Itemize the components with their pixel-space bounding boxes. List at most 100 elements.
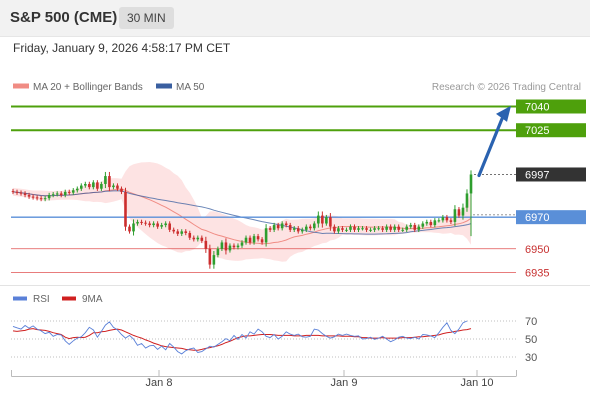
rsi-level-label: 70 xyxy=(525,316,537,328)
candle-body xyxy=(232,245,236,248)
candle-body xyxy=(104,176,107,184)
candle-body xyxy=(23,193,27,196)
candle-body xyxy=(437,220,441,222)
candle-body xyxy=(385,226,388,230)
candle-body xyxy=(397,226,400,230)
forecast-arrow xyxy=(477,105,511,178)
candle-body xyxy=(120,188,123,192)
candle-body xyxy=(413,225,417,230)
target-label: 7025 xyxy=(525,125,549,137)
last-price-label-box xyxy=(516,167,586,182)
candle-body xyxy=(453,209,457,222)
candle-body xyxy=(441,217,445,221)
candle-body xyxy=(469,174,473,194)
candle-body xyxy=(465,193,469,208)
candle-body xyxy=(212,255,216,265)
candle-body xyxy=(272,225,276,230)
timestamp-label: Friday, January 9, 2026 4:58:17 PM CET xyxy=(13,41,231,55)
candle-body xyxy=(51,194,55,196)
candle-body xyxy=(39,198,43,200)
forecast-arrow-head xyxy=(496,105,511,122)
candle-body xyxy=(148,223,151,226)
candle-body xyxy=(200,237,204,241)
candle-body xyxy=(63,191,67,196)
support-label: 6935 xyxy=(525,268,549,280)
candlesticks xyxy=(11,170,473,269)
candle-body xyxy=(136,221,139,224)
timeframe-button[interactable]: 30 MIN xyxy=(119,7,174,29)
candle-body xyxy=(128,226,131,232)
candle-body xyxy=(457,209,461,216)
candle-body xyxy=(288,225,292,230)
candle-body xyxy=(224,242,228,251)
rsi-ma-legend-swatch xyxy=(62,296,76,301)
candle-body xyxy=(164,223,167,226)
candle-body xyxy=(116,185,119,189)
candle-body xyxy=(140,221,143,223)
candle-body xyxy=(27,195,31,197)
candle-body xyxy=(313,223,316,229)
time-axis-label: Jan 9 xyxy=(331,377,358,389)
candle-body xyxy=(329,217,332,227)
candle-body xyxy=(180,231,184,234)
pivot-label-box xyxy=(516,210,586,225)
candle-body xyxy=(19,192,23,194)
candle-body xyxy=(168,223,171,230)
candle-body xyxy=(71,190,75,193)
candle-body xyxy=(124,191,127,227)
candle-body xyxy=(429,221,433,226)
target-label-box xyxy=(516,123,586,138)
candle-body xyxy=(292,228,296,230)
candle-body xyxy=(308,226,312,229)
rsi-legend-label: RSI xyxy=(33,294,50,305)
rsi-ma-legend-label: 9MA xyxy=(82,294,103,305)
candle-body xyxy=(357,228,360,230)
ma50-legend-swatch xyxy=(156,83,172,89)
candle-body xyxy=(47,195,51,199)
candle-body xyxy=(264,228,268,243)
ma20-legend-swatch xyxy=(13,83,29,89)
time-axis-label: Jan 10 xyxy=(460,377,493,389)
candle-body xyxy=(381,228,384,230)
candle-body xyxy=(361,228,364,230)
candle-body xyxy=(152,223,155,226)
candle-body xyxy=(377,228,380,230)
time-axis: Jan 8 Jan 9 Jan 10 xyxy=(146,370,494,389)
candle-body xyxy=(35,197,39,199)
forecast-arrow-shaft xyxy=(477,117,504,178)
candle-body xyxy=(59,193,63,196)
rsi-ma-line xyxy=(12,328,472,351)
candle-body xyxy=(144,222,147,224)
candle-body xyxy=(425,221,429,224)
candle-body xyxy=(433,220,437,226)
candle-body xyxy=(349,226,352,230)
candle-body xyxy=(196,237,200,240)
candle-body xyxy=(401,229,405,231)
candle-body xyxy=(11,191,15,193)
candle-body xyxy=(160,225,163,227)
chart-header-bar: S&P 500 (CME) 30 MIN xyxy=(0,0,590,37)
candle-body xyxy=(248,237,252,243)
candle-body xyxy=(240,242,244,246)
candle-body xyxy=(244,237,248,243)
candle-body xyxy=(92,182,95,188)
candle-body xyxy=(461,207,465,216)
candle-body xyxy=(300,229,304,232)
candle-body xyxy=(188,232,192,238)
candle-body xyxy=(156,223,159,227)
candle-body xyxy=(276,225,280,229)
candle-body xyxy=(43,198,47,200)
rsi-level-label: 50 xyxy=(525,334,537,346)
candle-body xyxy=(184,231,188,233)
candle-body xyxy=(67,191,71,193)
candle-body xyxy=(296,228,300,232)
target-label: 7040 xyxy=(525,102,549,114)
candle-body xyxy=(449,220,453,222)
candle-body xyxy=(417,226,421,230)
copyright-text: Research © 2026 Trading Central xyxy=(432,82,581,93)
bollinger-band-area xyxy=(13,162,471,262)
support-label: 6950 xyxy=(525,244,549,256)
last-price-label: 6997 xyxy=(525,169,549,181)
candle-body xyxy=(321,215,324,224)
